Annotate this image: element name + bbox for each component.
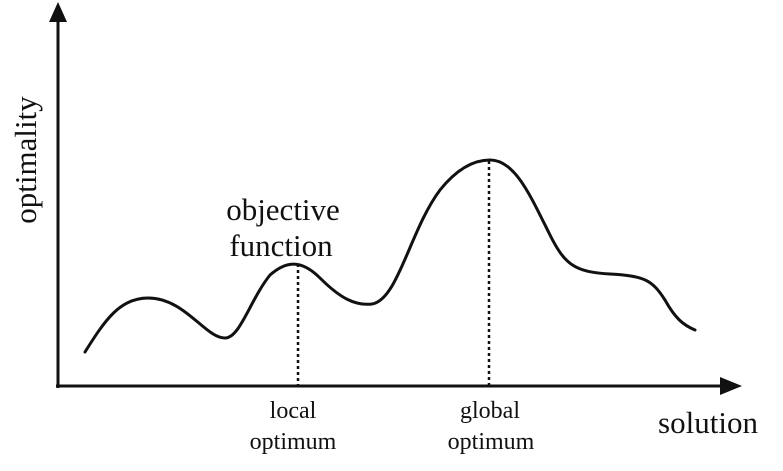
global-optimum-label-line1: global (460, 398, 520, 424)
y-axis-arrowhead (49, 2, 67, 22)
curve-label-line1: objective (226, 192, 340, 227)
y-axis-label: optimality (8, 96, 43, 224)
global-optimum-label-line2: optimum (448, 429, 535, 455)
x-axis-label: solution (658, 405, 758, 440)
local-optimum-label-line2: optimum (250, 429, 337, 455)
objective-function-curve (83, 158, 697, 354)
curve-label-line2: function (229, 228, 333, 263)
local-optimum-label-line1: local (270, 398, 317, 424)
x-axis-arrowhead (720, 377, 742, 395)
